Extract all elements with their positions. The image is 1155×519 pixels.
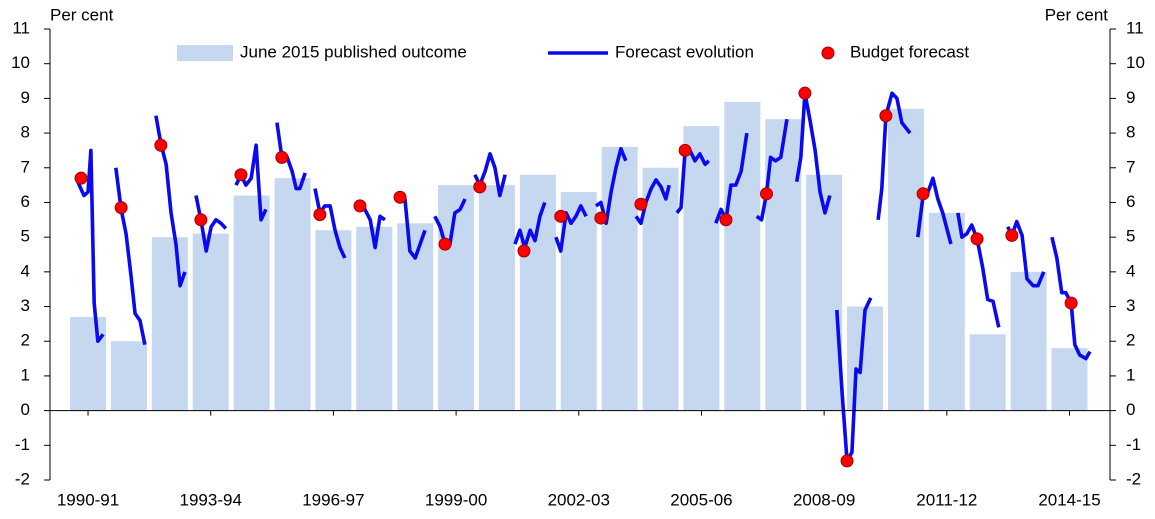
bar xyxy=(315,230,352,411)
bar xyxy=(928,212,965,411)
y-tick-label: 5 xyxy=(21,227,30,246)
bar xyxy=(233,195,270,411)
y2-tick-label: 10 xyxy=(1126,53,1145,72)
bar xyxy=(1051,348,1088,411)
y2-tick-label: 11 xyxy=(1126,18,1144,37)
forecast-dot xyxy=(970,232,984,246)
forecast-dot xyxy=(879,109,893,123)
forecast-dot xyxy=(74,171,88,185)
x-tick-label: 1990-91 xyxy=(57,490,119,509)
x-tick-label: 2014-15 xyxy=(1038,490,1100,509)
forecast-dot xyxy=(916,187,930,201)
y2-tick-label: 5 xyxy=(1126,227,1135,246)
bar xyxy=(601,146,638,411)
x-tick-label: 2008-09 xyxy=(793,490,855,509)
y-tick-label: 8 xyxy=(21,123,30,142)
forecast-dot xyxy=(594,211,608,225)
bar xyxy=(1010,271,1047,411)
forecast-dot xyxy=(678,143,692,157)
bar xyxy=(274,178,311,411)
bar xyxy=(356,226,393,411)
x-tick-label: 1996-97 xyxy=(302,490,364,509)
x-tick-label: 2005-06 xyxy=(670,490,732,509)
forecast-dot xyxy=(154,138,168,152)
y2-tick-label: 9 xyxy=(1126,88,1135,107)
y2-tick-label: 3 xyxy=(1126,296,1135,315)
bar xyxy=(724,101,761,411)
forecast-dot xyxy=(1064,296,1078,310)
y2-axis-label: Per cent xyxy=(1045,5,1109,24)
bar xyxy=(397,223,434,411)
y2-tick-label: 7 xyxy=(1126,157,1135,176)
bar xyxy=(70,316,107,411)
y-tick-label: 11 xyxy=(12,18,30,37)
y-tick-label: 10 xyxy=(11,53,30,72)
y-tick-label: -1 xyxy=(15,435,30,454)
bar xyxy=(969,334,1006,411)
legend-swatch xyxy=(177,45,233,61)
forecast-dot xyxy=(840,454,854,468)
y-tick-label: -2 xyxy=(15,469,30,488)
y2-tick-label: 0 xyxy=(1126,400,1135,419)
forecast-dot xyxy=(275,150,289,164)
bar xyxy=(478,185,515,411)
bar xyxy=(765,119,802,411)
x-tick-label: 2002-03 xyxy=(548,490,610,509)
forecast-dot xyxy=(313,208,327,222)
bar xyxy=(110,341,147,411)
y-tick-label: 7 xyxy=(21,157,30,176)
forecast-dot xyxy=(438,237,452,251)
forecast-dot xyxy=(798,86,812,100)
dots xyxy=(74,86,1078,468)
bar xyxy=(642,167,679,411)
legend-label: Forecast evolution xyxy=(615,42,754,61)
legend: June 2015 published outcome Forecast evol… xyxy=(177,42,969,61)
axes: -2 -1 0 1 2 3 4 5 6 7 8 9 10 11 -2 -1 0 1 2 3 4 5 6 7 8 9 10 11 1990… xyxy=(11,18,1145,509)
forecast-dot xyxy=(719,213,733,227)
bar xyxy=(519,174,556,411)
forecast-dot xyxy=(554,209,568,223)
forecast-dot xyxy=(759,187,773,201)
y2-tick-label: 6 xyxy=(1126,192,1135,211)
forecast-dot xyxy=(353,199,367,213)
y2-tick-label: 8 xyxy=(1126,123,1135,142)
y-tick-label: 0 xyxy=(21,400,30,419)
y-tick-label: 9 xyxy=(21,88,30,107)
y-tick-label: 2 xyxy=(21,331,30,350)
forecast-dot xyxy=(194,213,208,227)
legend-label: Budget forecast xyxy=(850,42,969,61)
y2-tick-label: 1 xyxy=(1126,365,1135,384)
y2-tick-label: -2 xyxy=(1126,469,1141,488)
x-tick-label: 1999-00 xyxy=(425,490,487,509)
forecast-dot xyxy=(114,201,128,215)
bar xyxy=(683,126,720,411)
bar xyxy=(438,185,475,411)
y-tick-label: 6 xyxy=(21,192,30,211)
y-axis-label: Per cent xyxy=(50,5,114,24)
legend-swatch xyxy=(821,46,835,60)
legend-label: June 2015 published outcome xyxy=(240,42,467,61)
forecast-dot xyxy=(634,197,648,211)
forecast-dot xyxy=(517,244,531,258)
bar xyxy=(151,237,188,411)
bars xyxy=(70,101,1088,411)
forecast-dot xyxy=(473,180,487,194)
forecast-dot xyxy=(393,190,407,204)
y2-tick-label: -1 xyxy=(1126,435,1141,454)
bar xyxy=(887,108,924,411)
y-tick-label: 4 xyxy=(21,261,30,280)
y2-tick-label: 2 xyxy=(1126,331,1135,350)
bar xyxy=(192,233,229,411)
x-tick-label: 2011-12 xyxy=(916,490,977,509)
x-tick-label: 1993-94 xyxy=(180,490,242,509)
forecast-dot xyxy=(1005,228,1019,242)
y-tick-label: 1 xyxy=(21,365,30,384)
y2-tick-label: 4 xyxy=(1126,261,1135,280)
y-tick-label: 3 xyxy=(21,296,30,315)
forecast-dot xyxy=(234,168,248,182)
bar xyxy=(560,192,597,411)
